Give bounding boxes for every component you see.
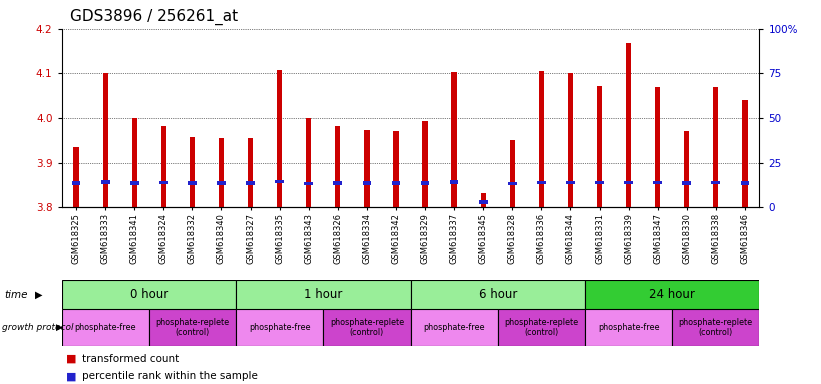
Bar <box>71 182 80 185</box>
Text: time: time <box>4 290 28 300</box>
Bar <box>74 147 79 207</box>
Bar <box>713 87 718 207</box>
Bar <box>450 180 458 184</box>
Bar <box>365 130 369 207</box>
Text: phosphate-free: phosphate-free <box>249 323 310 332</box>
Bar <box>131 118 137 207</box>
Text: phosphate-replete
(control): phosphate-replete (control) <box>679 318 753 337</box>
Text: 1 hour: 1 hour <box>304 288 342 301</box>
Bar <box>62 280 236 309</box>
Bar <box>392 181 401 185</box>
Text: 6 hour: 6 hour <box>479 288 517 301</box>
Bar <box>190 137 195 207</box>
Bar <box>188 181 197 185</box>
Bar <box>275 180 284 184</box>
Text: ■: ■ <box>66 371 76 381</box>
Bar <box>742 100 747 207</box>
Bar <box>672 309 759 346</box>
Text: ▶: ▶ <box>56 323 62 332</box>
Bar <box>277 70 282 207</box>
Text: phosphate-replete
(control): phosphate-replete (control) <box>330 318 404 337</box>
Bar <box>624 180 633 184</box>
Bar <box>537 181 546 184</box>
Bar <box>335 126 341 207</box>
Bar <box>219 138 224 207</box>
Text: phosphate-free: phosphate-free <box>75 323 136 332</box>
Bar <box>654 181 662 184</box>
Bar <box>62 309 149 346</box>
Bar <box>305 182 313 185</box>
Bar <box>306 118 311 207</box>
Bar <box>410 309 498 346</box>
Bar <box>508 182 516 185</box>
Text: percentile rank within the sample: percentile rank within the sample <box>82 371 258 381</box>
Bar <box>423 121 428 207</box>
Bar <box>323 309 410 346</box>
Bar <box>236 280 410 309</box>
Bar <box>246 181 255 184</box>
Bar <box>393 131 398 207</box>
Bar <box>236 309 323 346</box>
Bar <box>410 280 585 309</box>
Bar <box>498 309 585 346</box>
Bar <box>420 181 429 184</box>
Bar <box>684 131 690 207</box>
Bar <box>103 73 108 207</box>
Bar <box>655 87 660 207</box>
Text: transformed count: transformed count <box>82 354 179 364</box>
Bar <box>597 86 602 207</box>
Text: GDS3896 / 256261_at: GDS3896 / 256261_at <box>70 9 238 25</box>
Text: phosphate-free: phosphate-free <box>598 323 659 332</box>
Bar <box>479 200 488 204</box>
Text: 0 hour: 0 hour <box>130 288 168 301</box>
Text: phosphate-free: phosphate-free <box>424 323 485 332</box>
Text: phosphate-replete
(control): phosphate-replete (control) <box>504 318 579 337</box>
Text: ■: ■ <box>66 354 76 364</box>
Bar <box>159 181 167 184</box>
Bar <box>363 181 371 184</box>
Text: ▶: ▶ <box>34 290 42 300</box>
Bar <box>248 138 253 207</box>
Bar <box>452 72 456 207</box>
Bar <box>510 139 515 207</box>
Bar <box>217 181 226 184</box>
Text: growth protocol: growth protocol <box>2 323 73 332</box>
Bar <box>568 73 573 207</box>
Bar <box>585 309 672 346</box>
Bar <box>161 126 166 207</box>
Bar <box>626 43 631 207</box>
Bar <box>741 181 750 184</box>
Bar <box>333 181 342 184</box>
Bar <box>539 71 544 207</box>
Bar <box>682 181 691 184</box>
Text: 24 hour: 24 hour <box>649 288 695 301</box>
Bar <box>101 180 109 184</box>
Bar <box>585 280 759 309</box>
Bar <box>712 181 720 184</box>
Bar <box>149 309 236 346</box>
Bar <box>595 181 604 184</box>
Bar <box>480 193 486 207</box>
Bar <box>130 181 139 184</box>
Bar <box>566 181 575 184</box>
Text: phosphate-replete
(control): phosphate-replete (control) <box>155 318 230 337</box>
